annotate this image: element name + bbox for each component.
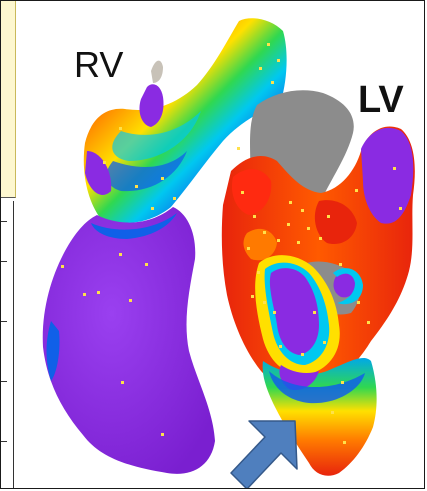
- rv-scar-region: [42, 207, 216, 474]
- rv-blue-stripe: [106, 151, 187, 192]
- arrow-pointer-icon: [230, 420, 298, 488]
- lv-red-patch-right: [314, 200, 357, 245]
- lv-lateral-scar: [361, 127, 414, 224]
- lv-island-rim: [333, 268, 363, 305]
- lv-orange-patch: [243, 228, 277, 261]
- rv-label: RV: [74, 44, 124, 85]
- rv-border-zone: [91, 213, 177, 239]
- lv-apex-blue-band: [269, 371, 365, 404]
- rv-cyan-stripe: [112, 111, 201, 161]
- lv-apex: [262, 358, 377, 476]
- background-slide-panel: [1, 1, 16, 198]
- rv-left-purple: [85, 151, 112, 195]
- rv-chamber: [42, 18, 287, 474]
- mapping-points: [61, 43, 402, 444]
- lv-septal-scar: [269, 268, 319, 355]
- background-slide-axis: [1, 201, 14, 488]
- lv-red-patch-left: [231, 169, 272, 215]
- lv-purple-island: [333, 272, 357, 298]
- rv-tricuspid-region: [139, 84, 164, 127]
- lv-label: LV: [358, 79, 404, 121]
- rv-valve-tip: [151, 60, 163, 83]
- rv-left-edge-blue: [46, 321, 60, 381]
- lv-chamber: [221, 90, 415, 476]
